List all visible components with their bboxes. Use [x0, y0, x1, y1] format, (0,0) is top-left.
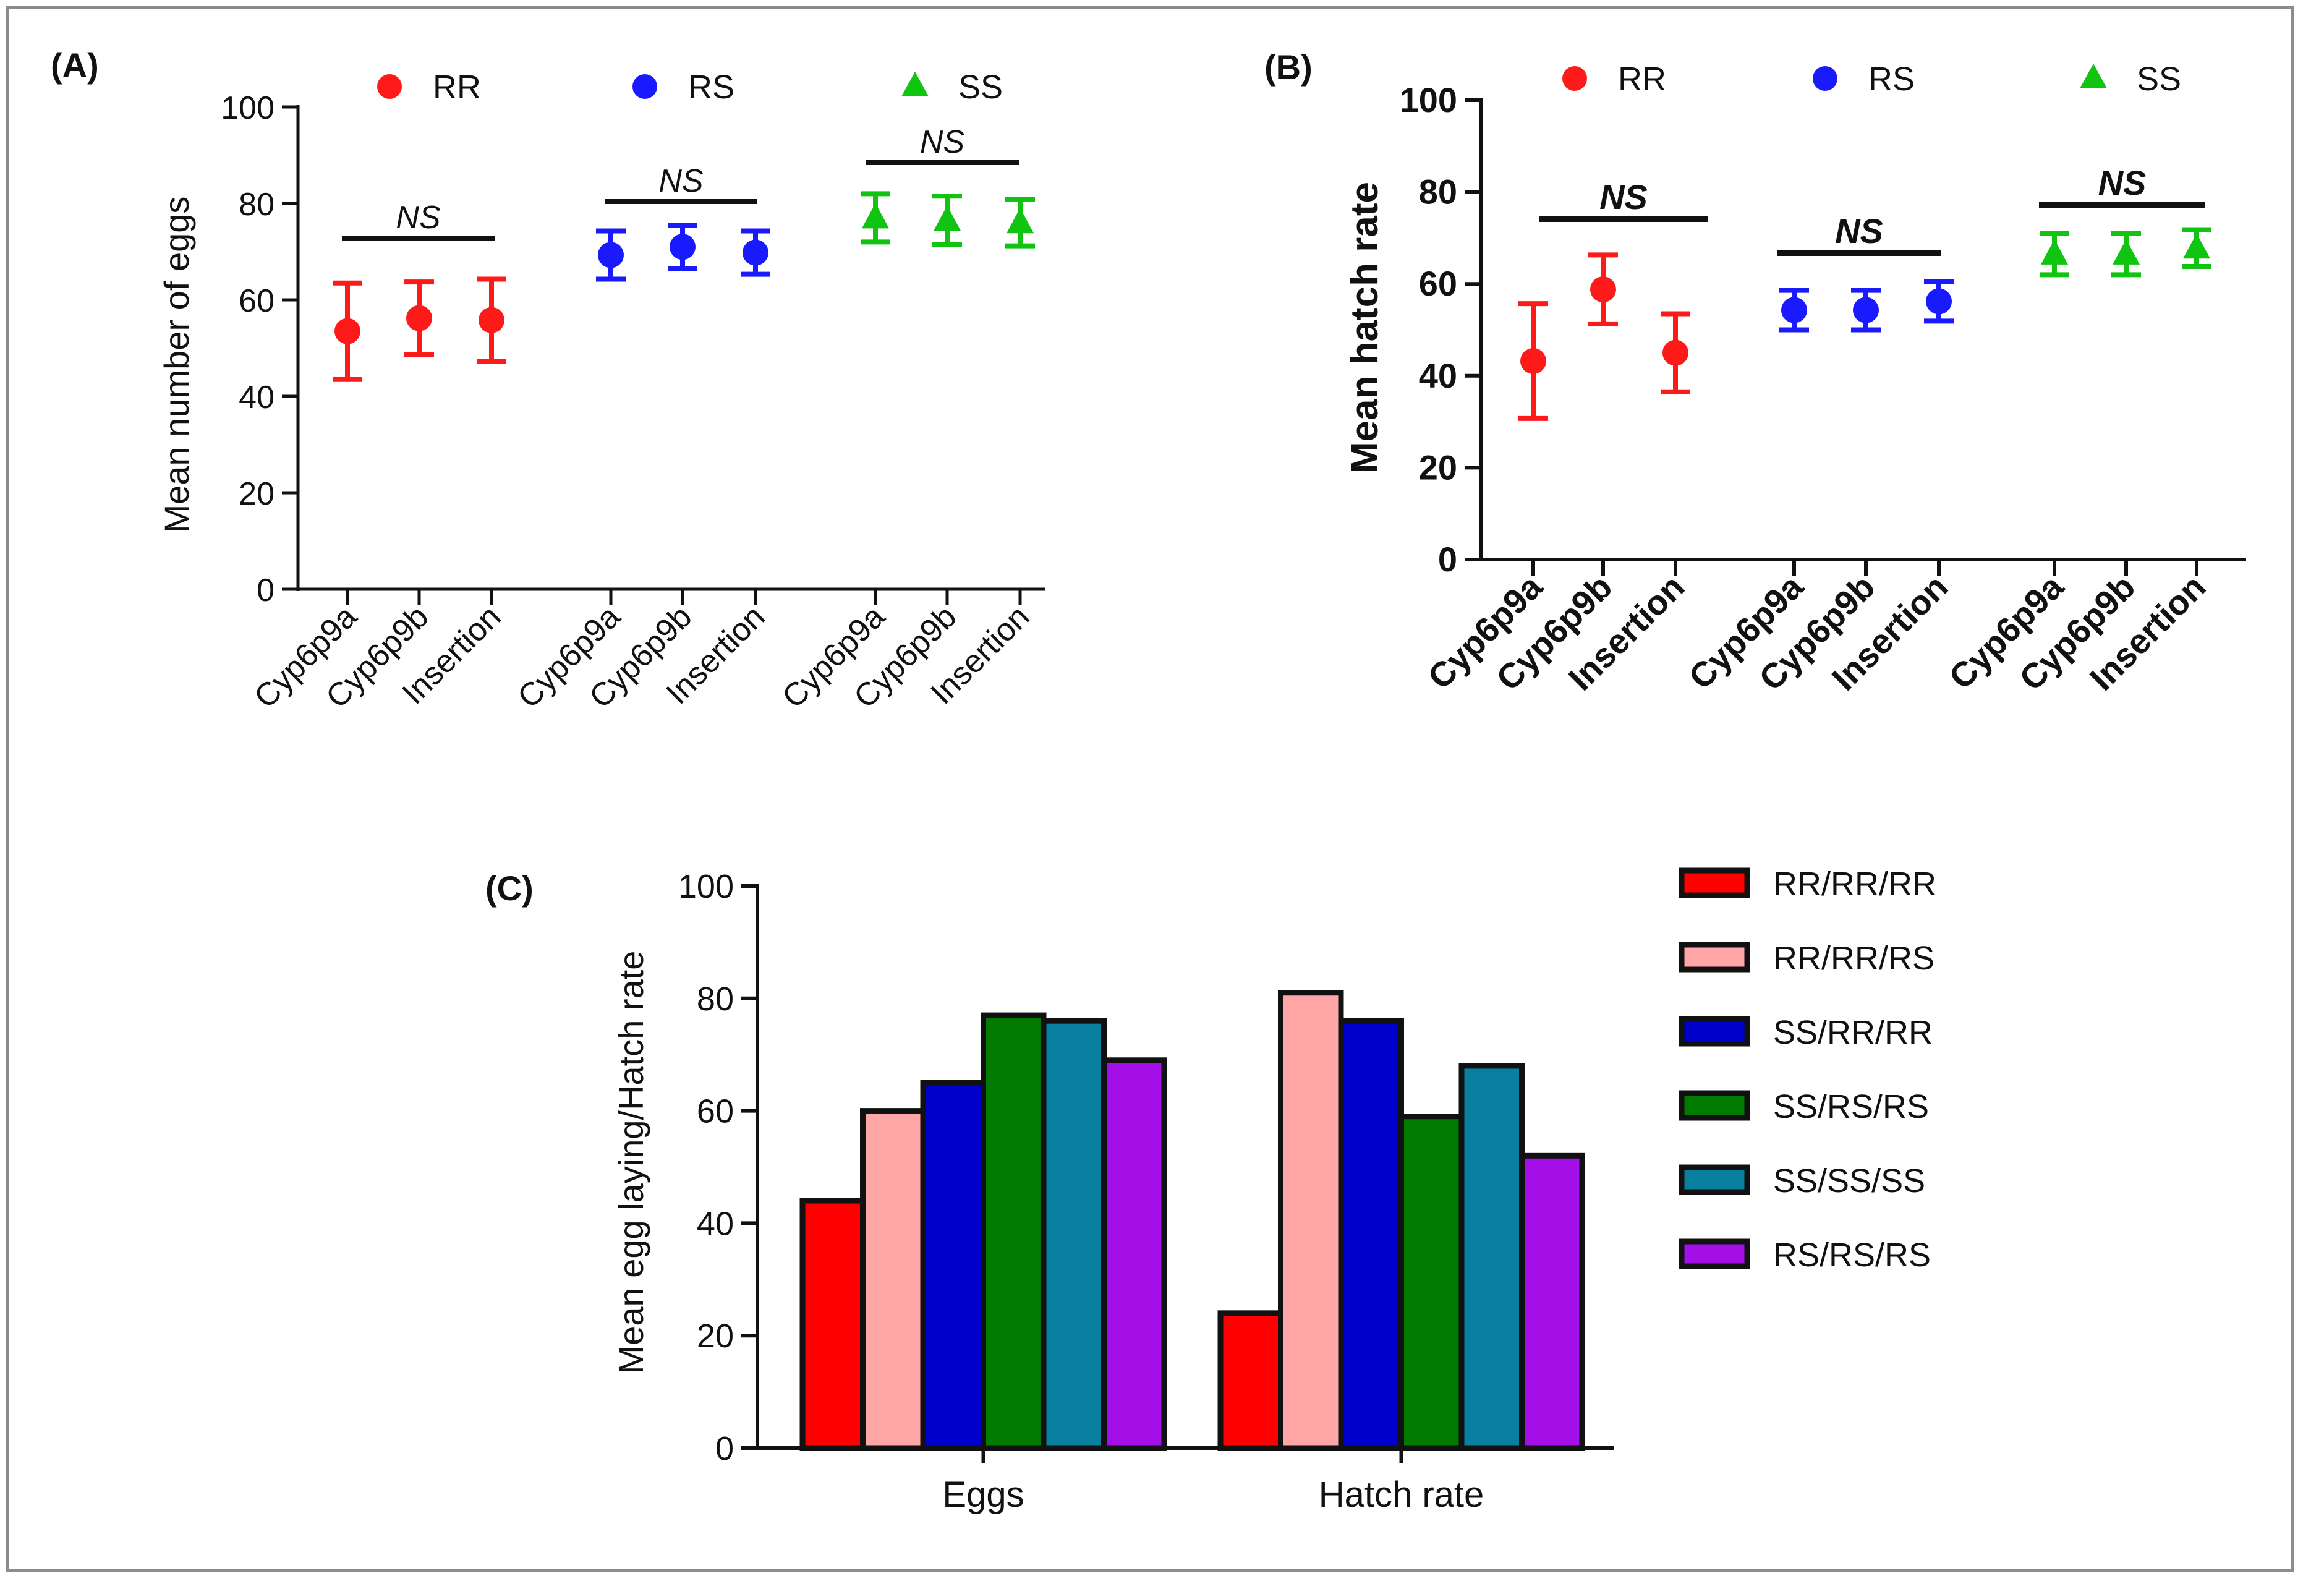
- panel-a-ylabel: Mean number of eggs: [157, 197, 196, 534]
- panel-c-ylabel: Mean egg laying/Hatch rate: [611, 951, 650, 1374]
- b-legend-triangle-icon: [2080, 64, 2107, 88]
- b-y-tick-label: 40: [1419, 356, 1457, 395]
- b-point-rr: [1662, 339, 1688, 366]
- b-point-rr: [1590, 276, 1616, 303]
- c-bar-rs-rs-rs: [1101, 1057, 1167, 1451]
- b-y-tick-label: 20: [1419, 448, 1457, 487]
- panel-a-label: (A): [51, 46, 99, 85]
- a-y-tick-label: 0: [257, 573, 275, 608]
- panel-c-label: (C): [485, 869, 534, 908]
- b-point-ss: [2113, 239, 2140, 265]
- a-legend-circle-icon: [632, 74, 657, 99]
- c-legend-swatch: [1679, 1164, 1750, 1195]
- b-ns-label: NS: [2098, 163, 2147, 202]
- a-point-rr: [334, 318, 360, 344]
- c-bar-ss-ss-ss: [1458, 1063, 1525, 1451]
- c-y-tick-label: 60: [697, 1093, 734, 1130]
- a-y-tick-label: 60: [239, 283, 275, 319]
- b-point-rs: [1926, 288, 1952, 315]
- a-point-rr: [479, 307, 504, 333]
- a-point-ss: [1007, 208, 1034, 234]
- b-ns-label: NS: [1599, 177, 1648, 216]
- c-legend-label: RR/RR/RS: [1773, 940, 1935, 977]
- a-y-tick-label: 20: [239, 476, 275, 512]
- a-legend-label-rs: RS: [688, 69, 734, 106]
- a-point-ss: [934, 205, 961, 231]
- c-legend-label: SS/RS/RS: [1773, 1088, 1929, 1125]
- c-legend-swatch: [1679, 1016, 1750, 1047]
- c-bar-rs-rs-rs: [1519, 1152, 1585, 1451]
- a-point-rr: [406, 305, 432, 331]
- a-point-rs: [598, 242, 624, 268]
- b-legend-label-rs: RS: [1868, 61, 1915, 98]
- b-ns-label: NS: [1835, 211, 1883, 250]
- b-point-rs: [1853, 297, 1879, 323]
- b-legend-label-ss: SS: [2137, 61, 2181, 98]
- b-y-tick-label: 60: [1419, 264, 1457, 303]
- b-y-tick-label: 100: [1400, 80, 1457, 119]
- a-legend-circle-icon: [377, 74, 402, 99]
- c-bar-ss-rs-rs: [1398, 1114, 1465, 1451]
- panel-b-label: (B): [1264, 48, 1313, 87]
- c-legend-swatch: [1679, 1090, 1750, 1121]
- a-y-tick-label: 100: [221, 90, 275, 126]
- panel-c: (C) Mean egg laying/Hatch rate 0 20 40 60 80…: [485, 866, 1936, 1515]
- c-legend-swatch: [1679, 1238, 1750, 1269]
- a-point-rs: [743, 239, 768, 266]
- b-point-ss: [2041, 239, 2068, 265]
- c-y-tick-label: 0: [715, 1430, 734, 1467]
- a-y-tick-label: 40: [239, 380, 275, 415]
- c-bar-ss-rr-rr: [1338, 1018, 1404, 1451]
- c-x-tick-label: Hatch rate: [1319, 1475, 1484, 1515]
- c-legend-label: SS/RR/RR: [1773, 1014, 1933, 1051]
- c-bar-ss-rr-rr: [920, 1080, 986, 1451]
- c-x-tick-label: Eggs: [942, 1475, 1024, 1515]
- a-point-rs: [670, 234, 696, 260]
- b-legend-circle-icon: [1813, 66, 1837, 91]
- c-y-tick-label: 20: [697, 1318, 734, 1355]
- b-legend-label-rr: RR: [1618, 61, 1666, 98]
- c-bar-rr-rr-rr: [1217, 1310, 1283, 1451]
- c-bar-rr-rr-rs: [1278, 990, 1344, 1451]
- b-point-rs: [1781, 297, 1807, 323]
- c-legend-label: RR/RR/RR: [1773, 866, 1936, 903]
- a-y-tick-label: 80: [239, 187, 275, 223]
- c-legend-label: SS/SS/SS: [1773, 1162, 1925, 1199]
- panel-b-ylabel: Mean hatch rate: [1343, 182, 1386, 474]
- a-legend-label-rr: RR: [433, 69, 481, 106]
- a-ns-label: NS: [658, 163, 704, 199]
- c-y-tick-label: 80: [697, 981, 734, 1018]
- a-point-ss: [862, 203, 889, 229]
- a-ns-label: NS: [920, 124, 965, 160]
- c-bar-rr-rr-rs: [860, 1108, 926, 1451]
- b-point-ss: [2183, 233, 2210, 259]
- c-bar-ss-ss-ss: [1041, 1018, 1107, 1451]
- b-y-tick-label: 0: [1438, 540, 1457, 579]
- c-legend-label: RS/RS/RS: [1773, 1237, 1931, 1274]
- c-y-tick-label: 40: [697, 1205, 734, 1242]
- a-legend-label-ss: SS: [958, 69, 1003, 106]
- b-point-rr: [1520, 348, 1546, 375]
- a-ns-label: NS: [396, 200, 441, 236]
- c-bar-rr-rr-rr: [799, 1198, 866, 1451]
- c-legend-swatch: [1679, 942, 1750, 973]
- a-legend-triangle-icon: [901, 72, 929, 96]
- c-bar-ss-rs-rs: [981, 1012, 1047, 1451]
- b-y-tick-label: 80: [1419, 173, 1457, 211]
- c-legend-swatch: [1679, 867, 1750, 898]
- c-y-tick-label: 100: [678, 868, 734, 905]
- b-legend-circle-icon: [1562, 66, 1587, 91]
